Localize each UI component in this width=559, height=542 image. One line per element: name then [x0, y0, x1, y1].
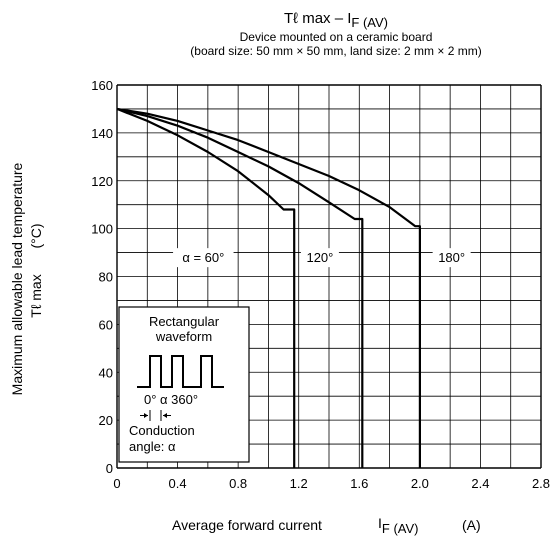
series-label-bg — [432, 248, 471, 268]
x-tick-label: 1.2 — [290, 476, 308, 491]
x-axis-symbol-sub: F (AV) — [382, 521, 419, 536]
inset-line-4: angle: α — [129, 439, 176, 454]
x-axis-unit: (A) — [462, 517, 481, 533]
y-axis-label-2: Tℓ max — [28, 274, 44, 317]
series-label-2: 120° — [306, 250, 333, 265]
y-tick-label: 140 — [91, 126, 113, 141]
series-label-bg — [300, 248, 339, 268]
curve-series-3 — [116, 107, 421, 468]
x-tick-label: 0 — [113, 476, 120, 491]
curve-series-1 — [116, 107, 296, 468]
y-tick-label: 60 — [99, 317, 113, 332]
y-tick-label: 120 — [91, 174, 113, 189]
series-labels: α = 60° 120° 180° — [173, 248, 471, 268]
waveform-inset: Rectangular waveform 0° α 360° Conductio… — [118, 306, 250, 463]
x-axis-symbol: IF (AV) — [378, 515, 418, 536]
y-tick-label: 0 — [106, 461, 113, 476]
conduction-arrow — [140, 410, 171, 421]
y-tick-label: 40 — [99, 365, 113, 380]
x-tick-label: 0.8 — [229, 476, 247, 491]
y-tick-label: 80 — [99, 270, 113, 285]
chart-subtitle-1: Device mounted on a ceramic board — [240, 30, 433, 44]
series-label-1: α = 60° — [182, 250, 224, 265]
y-axis-unit: (°C) — [28, 223, 44, 248]
inset-box — [118, 306, 250, 463]
chart-title: Tℓ max – IF (AV) — [284, 10, 388, 30]
x-axis-symbol-main: I — [378, 515, 382, 531]
series-label-bg — [173, 248, 234, 268]
tick-labels: 0 0.4 0.8 1.2 1.6 2.0 2.4 2.8 0 20 40 60 80 100 120 140… — [91, 78, 550, 491]
series-label-3: 180° — [438, 250, 465, 265]
y-tick-label: 20 — [99, 413, 113, 428]
inset-line-1: Rectangular — [149, 314, 220, 329]
y-axis-label-1: Maximum allowable lead temperature — [9, 162, 25, 395]
inset-line-2: waveform — [155, 329, 212, 344]
y-tick-label: 160 — [91, 78, 113, 93]
x-tick-label: 2.8 — [532, 476, 550, 491]
curve-series-2 — [116, 107, 364, 468]
chart-title-main: Tℓ max – I — [284, 10, 351, 27]
curves — [116, 107, 421, 468]
x-tick-label: 1.6 — [350, 476, 368, 491]
x-tick-label: 0.4 — [169, 476, 187, 491]
y-tick-label: 100 — [91, 222, 113, 237]
x-tick-label: 2.0 — [411, 476, 429, 491]
x-axis-label: Average forward current — [172, 517, 322, 533]
chart-title-sub: F (AV) — [351, 15, 388, 30]
inset-angles: 0° α 360° — [144, 392, 198, 407]
inset-line-3: Conduction — [129, 423, 195, 438]
chart-subtitle-2: (board size: 50 mm × 50 mm, land size: 2… — [190, 44, 481, 58]
x-tick-label: 2.4 — [471, 476, 489, 491]
pulse-waveform — [137, 355, 224, 388]
